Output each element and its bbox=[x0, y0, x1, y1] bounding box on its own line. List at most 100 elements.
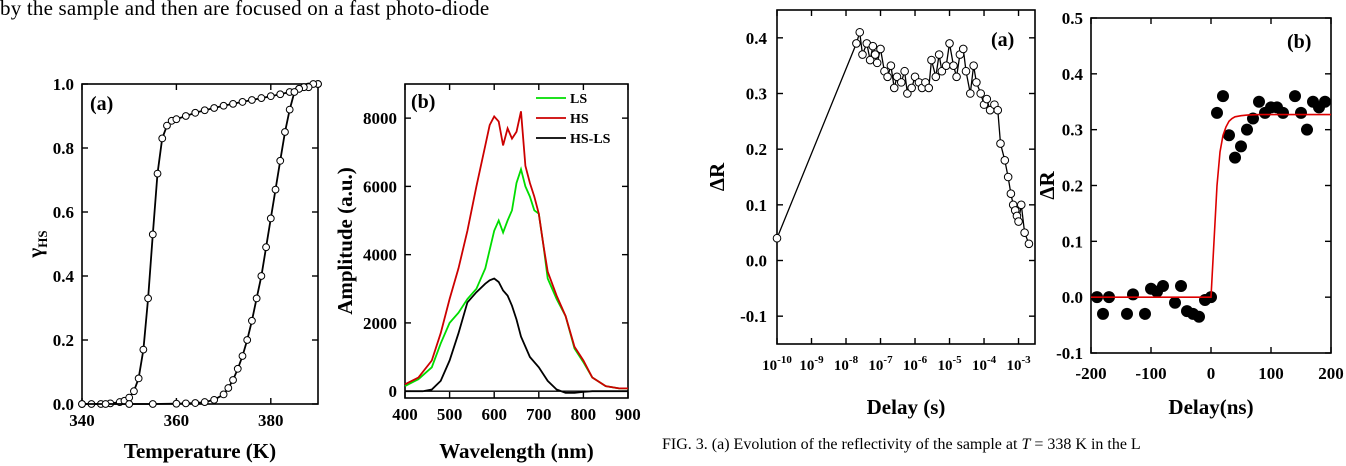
data-point bbox=[248, 96, 256, 104]
legend-label: HS-LS bbox=[570, 132, 611, 147]
y-tick-label: 0.2 bbox=[1062, 177, 1083, 196]
data-point bbox=[1016, 200, 1026, 210]
y-tick-label: 0 bbox=[389, 382, 398, 401]
data-point bbox=[907, 83, 916, 93]
data-point bbox=[855, 27, 865, 37]
data-point bbox=[1301, 123, 1313, 136]
data-point bbox=[200, 398, 209, 406]
data-point bbox=[969, 61, 978, 70]
y-tick-label: 0.3 bbox=[1062, 121, 1083, 140]
x-tick-label: 10-10 bbox=[762, 354, 792, 374]
data-point bbox=[172, 399, 181, 408]
data-point bbox=[1241, 123, 1253, 136]
plot-frame-3 bbox=[776, 9, 1036, 345]
data-point bbox=[858, 50, 867, 59]
y-tick-label: 0.4 bbox=[1062, 65, 1084, 84]
legend-label: LS bbox=[570, 92, 587, 107]
data-point bbox=[1000, 156, 1010, 165]
data-point bbox=[952, 72, 961, 82]
data-point bbox=[101, 400, 110, 408]
plot-frame-2 bbox=[404, 83, 629, 399]
data-point bbox=[148, 400, 157, 408]
data-point bbox=[1006, 189, 1016, 198]
y-tick-label: 6000 bbox=[363, 177, 397, 196]
data-point bbox=[900, 66, 909, 76]
data-point bbox=[1175, 280, 1187, 292]
data-point bbox=[158, 134, 167, 143]
x-axis-label: Delay (s) bbox=[867, 395, 946, 419]
panel-label: (b) bbox=[1287, 31, 1311, 53]
data-point bbox=[937, 66, 947, 76]
data-point bbox=[163, 121, 171, 130]
fit-line bbox=[1091, 113, 1331, 298]
y-tick-label: 0.8 bbox=[53, 139, 74, 158]
data-point bbox=[210, 104, 219, 112]
data-point bbox=[876, 44, 885, 54]
series-line-LS bbox=[404, 166, 628, 390]
y-tick-label: 0.2 bbox=[53, 331, 74, 350]
data-point bbox=[134, 374, 143, 383]
data-point bbox=[252, 294, 261, 303]
data-point bbox=[852, 39, 861, 48]
data-point bbox=[1229, 151, 1241, 164]
data-point bbox=[982, 94, 992, 104]
data-point bbox=[976, 89, 985, 98]
data-point bbox=[903, 89, 912, 98]
y-tick-label: -0.1 bbox=[1056, 344, 1083, 363]
x-tick-label: 0 bbox=[1207, 364, 1216, 383]
data-point bbox=[266, 92, 275, 101]
plot-frame-1 bbox=[81, 83, 319, 405]
data-point bbox=[927, 55, 936, 65]
x-axis-label: Temperature (K) bbox=[124, 439, 276, 463]
panel-label: (a) bbox=[90, 93, 113, 115]
y-tick-label: 0.6 bbox=[53, 203, 74, 222]
x-tick-label: 10-5 bbox=[937, 354, 962, 374]
x-tick-label: 10-7 bbox=[868, 354, 893, 374]
data-point bbox=[125, 393, 134, 402]
x-tick-label: 700 bbox=[526, 405, 552, 424]
data-point bbox=[870, 50, 880, 59]
data-point bbox=[941, 61, 951, 70]
y-tick-label: 8000 bbox=[363, 109, 397, 128]
x-tick-label: 200 bbox=[1318, 364, 1344, 383]
x-tick-label: 340 bbox=[69, 411, 95, 430]
data-point bbox=[883, 72, 892, 82]
data-point bbox=[153, 169, 162, 178]
data-point bbox=[892, 72, 902, 82]
data-point bbox=[868, 41, 878, 51]
x-axis-label: Delay(ns) bbox=[1168, 395, 1253, 419]
body-text: by the sample and then are focused on a … bbox=[0, 0, 490, 20]
data-point bbox=[1235, 140, 1247, 153]
data-point bbox=[276, 156, 285, 165]
x-axis-label: Wavelength (nm) bbox=[439, 439, 594, 463]
data-point bbox=[1211, 106, 1223, 119]
data-point bbox=[1295, 106, 1307, 119]
data-point bbox=[219, 101, 228, 110]
y-tick-label: 0.0 bbox=[1062, 288, 1083, 307]
data-point bbox=[945, 39, 954, 48]
data-point bbox=[993, 105, 1003, 115]
data-point bbox=[281, 128, 289, 136]
data-point bbox=[1121, 307, 1133, 320]
legend-label: HS bbox=[570, 112, 589, 127]
x-tick-label: 10-9 bbox=[799, 354, 824, 374]
y-axis-label: ΔR bbox=[705, 162, 729, 191]
x-tick-label: 10-8 bbox=[834, 354, 859, 374]
y-tick-label: 0.1 bbox=[746, 196, 767, 215]
data-point bbox=[181, 112, 190, 120]
data-point bbox=[238, 352, 247, 360]
x-tick-label: 400 bbox=[392, 405, 418, 424]
x-tick-label: 10-4 bbox=[972, 354, 997, 374]
data-point bbox=[172, 115, 181, 124]
data-point bbox=[125, 400, 134, 408]
series-line-HS-LS bbox=[405, 277, 628, 394]
x-tick-label: 900 bbox=[615, 405, 641, 424]
data-point bbox=[896, 78, 906, 87]
x-tick-label: 600 bbox=[481, 405, 507, 424]
x-tick-label: 10-3 bbox=[1006, 354, 1031, 374]
data-point bbox=[229, 376, 237, 384]
x-tick-label: 800 bbox=[571, 405, 597, 424]
data-point bbox=[148, 230, 157, 239]
data-point bbox=[224, 384, 233, 392]
